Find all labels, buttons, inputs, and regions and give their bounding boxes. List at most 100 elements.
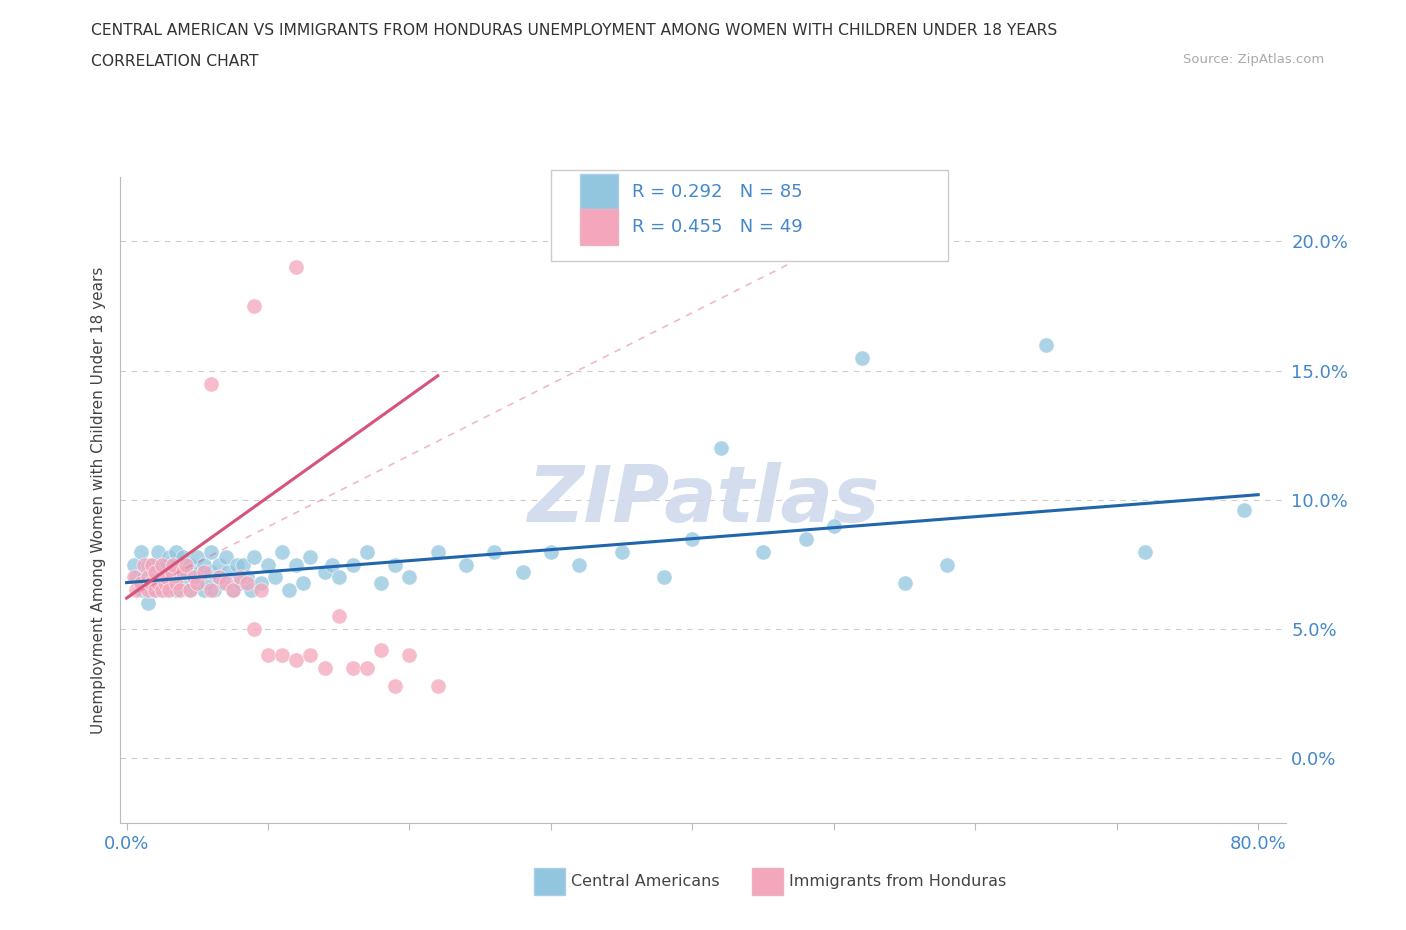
Point xyxy=(179,583,201,598)
Y-axis label: Unemployment Among Women with Children Under 18 years: Unemployment Among Women with Children U… xyxy=(91,266,107,734)
Point xyxy=(823,518,845,533)
Point xyxy=(186,550,208,565)
Point xyxy=(129,583,152,598)
Point xyxy=(398,647,420,662)
Point xyxy=(271,544,294,559)
Point xyxy=(893,575,915,590)
Point xyxy=(193,565,215,579)
Point xyxy=(285,653,308,668)
Point xyxy=(398,570,420,585)
Point xyxy=(321,557,343,572)
Point xyxy=(370,575,392,590)
Point xyxy=(132,570,155,585)
Point xyxy=(202,583,225,598)
Point xyxy=(752,544,775,559)
Point xyxy=(186,575,208,590)
Point xyxy=(195,575,218,590)
Point xyxy=(484,544,506,559)
Point xyxy=(132,557,155,572)
Point xyxy=(165,583,187,598)
Point xyxy=(794,531,817,546)
Point xyxy=(129,544,152,559)
Point xyxy=(221,583,243,598)
Point xyxy=(157,583,180,598)
Point xyxy=(652,570,675,585)
Point xyxy=(681,531,703,546)
Point xyxy=(174,557,197,572)
Text: R = 0.455   N = 49: R = 0.455 N = 49 xyxy=(631,219,803,236)
Point xyxy=(851,351,873,365)
Point xyxy=(193,583,215,598)
Point xyxy=(257,557,280,572)
Point xyxy=(299,550,322,565)
Point xyxy=(172,565,194,579)
Point xyxy=(250,575,273,590)
Point xyxy=(179,557,201,572)
Point xyxy=(285,259,308,274)
Point xyxy=(179,583,201,598)
Point xyxy=(232,557,254,572)
Point xyxy=(139,575,162,590)
Point xyxy=(384,557,406,572)
Point xyxy=(139,583,162,598)
Point xyxy=(172,550,194,565)
Point xyxy=(143,583,166,598)
Point xyxy=(207,570,229,585)
Point xyxy=(292,575,315,590)
Point xyxy=(229,575,252,590)
Point xyxy=(169,583,191,598)
Point xyxy=(936,557,959,572)
Point xyxy=(328,609,350,624)
Point xyxy=(278,583,301,598)
Point xyxy=(217,565,239,579)
Point xyxy=(610,544,633,559)
Point xyxy=(141,557,163,572)
Point xyxy=(568,557,591,572)
Point xyxy=(155,557,177,572)
Point xyxy=(229,570,252,585)
Point xyxy=(454,557,477,572)
Point xyxy=(143,565,166,579)
Point xyxy=(162,557,184,572)
Point xyxy=(250,583,273,598)
Point xyxy=(257,647,280,662)
Point xyxy=(328,570,350,585)
Point xyxy=(207,570,229,585)
Point xyxy=(153,583,176,598)
Point xyxy=(200,544,222,559)
Point xyxy=(512,565,534,579)
Point xyxy=(243,299,266,313)
Point xyxy=(162,557,184,572)
Point xyxy=(136,557,159,572)
Point xyxy=(186,575,208,590)
Text: Immigrants from Honduras: Immigrants from Honduras xyxy=(789,874,1007,889)
Point xyxy=(165,575,187,590)
Point xyxy=(540,544,562,559)
Point xyxy=(129,575,152,590)
Point xyxy=(183,570,205,585)
Point xyxy=(200,565,222,579)
Point xyxy=(150,557,173,572)
Point xyxy=(143,570,166,585)
Point xyxy=(157,575,180,590)
Point xyxy=(1233,503,1256,518)
Point xyxy=(426,544,449,559)
Point xyxy=(271,647,294,662)
Text: CENTRAL AMERICAN VS IMMIGRANTS FROM HONDURAS UNEMPLOYMENT AMONG WOMEN WITH CHILD: CENTRAL AMERICAN VS IMMIGRANTS FROM HOND… xyxy=(91,23,1057,38)
Point xyxy=(211,575,233,590)
Point xyxy=(150,557,173,572)
Point xyxy=(356,660,378,675)
FancyBboxPatch shape xyxy=(551,170,948,260)
Point xyxy=(136,583,159,598)
Point xyxy=(264,570,287,585)
Point xyxy=(122,570,145,585)
Point xyxy=(285,557,308,572)
Point xyxy=(193,557,215,572)
Point xyxy=(143,583,166,598)
Point xyxy=(370,643,392,658)
Point xyxy=(150,583,173,598)
Point xyxy=(174,565,197,579)
Point xyxy=(1035,338,1057,352)
Point xyxy=(240,583,263,598)
FancyBboxPatch shape xyxy=(581,174,617,209)
